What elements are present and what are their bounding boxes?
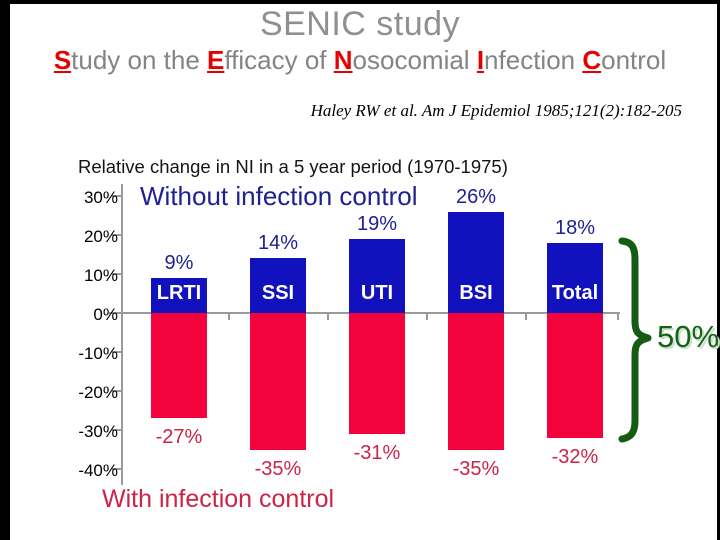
y-axis-tick: [112, 468, 122, 470]
y-axis-tick: [112, 234, 122, 236]
y-axis-tick: [112, 429, 122, 431]
chart-title: Relative change in NI in a 5 year period…: [78, 156, 508, 177]
subtitle-initial: S: [53, 45, 72, 75]
bar-value-label-positive: 19%: [356, 212, 398, 235]
bar-value-label-positive: 14%: [257, 232, 299, 255]
series-label-without-control: Without infection control: [140, 181, 418, 211]
y-axis-tick-label: -20%: [78, 383, 118, 402]
bar-value-label-negative: -35%: [254, 457, 302, 480]
subtitle-initial: N: [333, 45, 353, 75]
x-axis-tick: [525, 314, 527, 320]
bar-value-label-positive: 26%: [455, 185, 497, 208]
bar-negative: [448, 313, 504, 450]
subtitle-text: nfection: [484, 45, 583, 75]
series-label-with-control: With infection control: [102, 485, 335, 513]
y-axis-tick: [112, 390, 122, 392]
curly-brace-icon: [618, 237, 652, 443]
citation: Haley RW et al. Am J Epidemiol 1985;121(…: [310, 101, 682, 120]
subtitle-text: osocomial: [352, 45, 477, 75]
subtitle-text: fficacy of: [224, 45, 334, 75]
slide-border-left: [0, 0, 10, 540]
bar-positive: [448, 211, 504, 313]
subtitle-text: ontrol: [601, 45, 667, 75]
y-axis-line: [121, 184, 123, 485]
slide-border-top: [0, 0, 717, 4]
bar-negative: [151, 313, 207, 419]
bar-positive: [151, 277, 207, 313]
bar-value-label-negative: -32%: [551, 445, 599, 468]
y-axis-tick: [112, 273, 122, 275]
bar-negative: [349, 313, 405, 434]
x-axis-tick: [617, 314, 619, 320]
category-label: BSI: [459, 282, 493, 304]
bar-negative: [250, 313, 306, 450]
x-axis-tick: [327, 314, 329, 320]
bar-value-label-positive: 9%: [164, 251, 194, 274]
y-axis-tick-label: 30%: [83, 188, 118, 207]
y-axis-tick-label: 10%: [83, 266, 118, 285]
y-axis-tick: [112, 312, 122, 314]
y-axis-tick-label: -30%: [78, 422, 118, 441]
bar-negative: [547, 313, 603, 438]
category-label: LRTI: [156, 282, 202, 304]
y-axis-tick-label: -40%: [78, 461, 118, 480]
subtitle-initial: I: [476, 45, 485, 75]
subtitle-initial: C: [582, 45, 602, 75]
category-label: SSI: [261, 282, 295, 304]
bar-value-label-positive: 18%: [554, 216, 596, 239]
slide-subtitle: Study on the Efficacy of Nosocomial Infe…: [0, 45, 720, 75]
y-axis-tick-label: -10%: [78, 344, 118, 363]
bar-value-label-negative: -31%: [353, 441, 401, 464]
y-axis-tick: [112, 195, 122, 197]
bar-positive: [349, 238, 405, 313]
category-label: Total: [551, 282, 599, 304]
bar-positive: [250, 258, 306, 313]
x-axis-tick: [228, 314, 230, 320]
category-label: UTI: [360, 282, 394, 304]
x-axis-tick: [426, 314, 428, 320]
bar-value-label-negative: -27%: [155, 426, 203, 449]
brace-value-label: 50%: [657, 319, 720, 354]
slide-border-right: [717, 0, 720, 540]
subtitle-text: tudy on the: [71, 45, 208, 75]
y-axis-tick-label: 20%: [83, 227, 118, 246]
y-axis-tick: [112, 351, 122, 353]
bar-positive: [547, 242, 603, 313]
bar-value-label-negative: -35%: [452, 457, 500, 480]
subtitle-initial: E: [207, 45, 225, 75]
y-axis-tick-label: 0%: [93, 305, 118, 324]
slide-title: SENIC study: [259, 5, 461, 43]
